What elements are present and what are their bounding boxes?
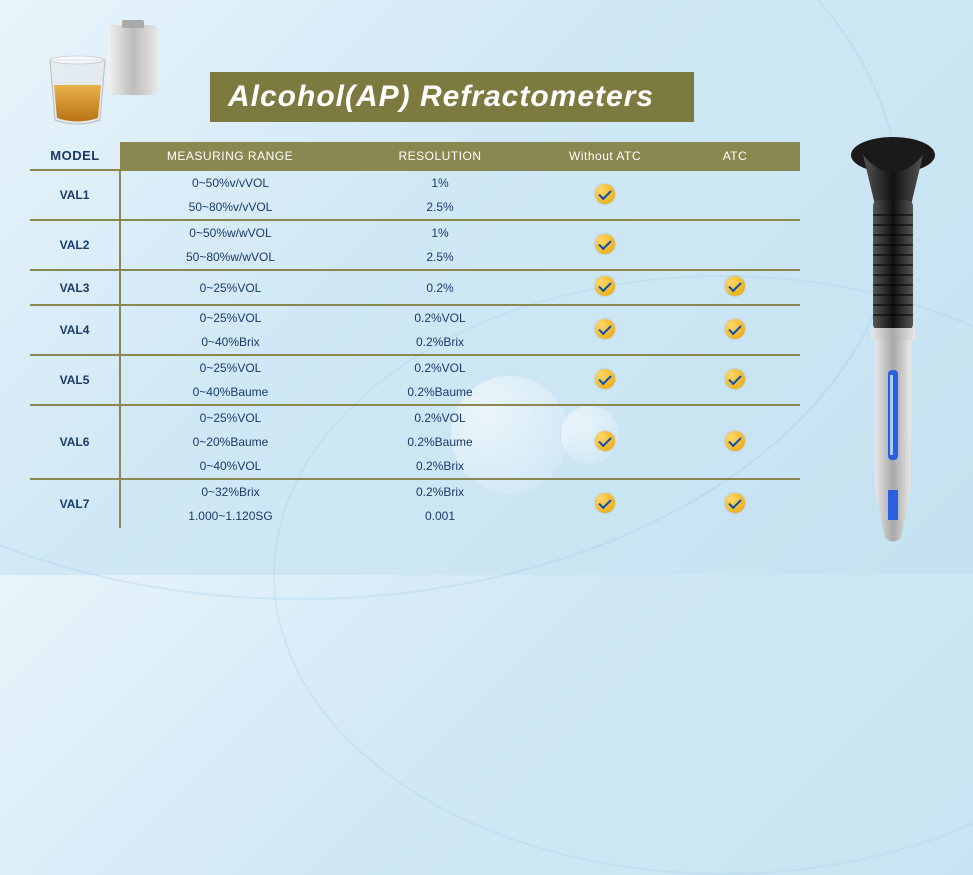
- model-cell: VAL3: [30, 270, 120, 305]
- range-cell: 0~40%Brix: [120, 330, 340, 355]
- resolution-cell: 2.5%: [340, 195, 540, 220]
- whiskey-glass-image: [30, 20, 170, 130]
- range-cell: 0~20%Baume: [120, 430, 340, 454]
- range-cell: 50~80%w/wVOL: [120, 245, 340, 270]
- without-atc-cell: [540, 170, 670, 220]
- model-cell: VAL5: [30, 355, 120, 405]
- resolution-cell: 0.2%Brix: [340, 330, 540, 355]
- check-icon: [595, 184, 615, 204]
- col-header-without-atc: Without ATC: [540, 142, 670, 170]
- check-icon: [595, 319, 615, 339]
- atc-cell: [670, 170, 800, 220]
- check-icon: [595, 234, 615, 254]
- resolution-cell: 0.2%Brix: [340, 454, 540, 479]
- range-cell: 0~25%VOL: [120, 405, 340, 430]
- refractometer-image: [833, 130, 953, 550]
- table-row: VAL10~50%v/vVOL1%: [30, 170, 800, 195]
- atc-cell: [670, 355, 800, 405]
- without-atc-cell: [540, 220, 670, 270]
- without-atc-cell: [540, 270, 670, 305]
- spec-table: MODEL MEASURING RANGE RESOLUTION Without…: [30, 142, 800, 528]
- model-cell: VAL2: [30, 220, 120, 270]
- atc-cell: [670, 305, 800, 355]
- table-row: VAL50~25%VOL0.2%VOL: [30, 355, 800, 380]
- check-icon: [725, 493, 745, 513]
- range-cell: 0~25%VOL: [120, 355, 340, 380]
- resolution-cell: 0.2%Brix: [340, 479, 540, 504]
- range-cell: 1.000~1.120SG: [120, 504, 340, 528]
- resolution-cell: 1%: [340, 220, 540, 245]
- table-row: VAL40~25%VOL0.2%VOL: [30, 305, 800, 330]
- resolution-cell: 0.001: [340, 504, 540, 528]
- check-icon: [725, 431, 745, 451]
- resolution-cell: 0.2%VOL: [340, 405, 540, 430]
- table-header-row: MODEL MEASURING RANGE RESOLUTION Without…: [30, 142, 800, 170]
- resolution-cell: 0.2%VOL: [340, 305, 540, 330]
- col-header-atc: ATC: [670, 142, 800, 170]
- range-cell: 0~25%VOL: [120, 270, 340, 305]
- check-icon: [595, 276, 615, 296]
- atc-cell: [670, 405, 800, 479]
- check-icon: [595, 369, 615, 389]
- range-cell: 0~40%VOL: [120, 454, 340, 479]
- table-row: VAL20~50%w/wVOL1%: [30, 220, 800, 245]
- model-cell: VAL7: [30, 479, 120, 528]
- col-header-range: MEASURING RANGE: [120, 142, 340, 170]
- range-cell: 0~32%Brix: [120, 479, 340, 504]
- without-atc-cell: [540, 479, 670, 528]
- table-row: VAL60~25%VOL0.2%VOL: [30, 405, 800, 430]
- range-cell: 0~25%VOL: [120, 305, 340, 330]
- range-cell: 0~50%v/vVOL: [120, 170, 340, 195]
- range-cell: 0~50%w/wVOL: [120, 220, 340, 245]
- atc-cell: [670, 220, 800, 270]
- page-title: Alcohol(AP) Refractometers: [210, 72, 694, 122]
- without-atc-cell: [540, 405, 670, 479]
- table-row: VAL70~32%Brix0.2%Brix: [30, 479, 800, 504]
- check-icon: [725, 319, 745, 339]
- check-icon: [595, 493, 615, 513]
- col-header-resolution: RESOLUTION: [340, 142, 540, 170]
- resolution-cell: 0.2%Baume: [340, 430, 540, 454]
- atc-cell: [670, 270, 800, 305]
- resolution-cell: 2.5%: [340, 245, 540, 270]
- resolution-cell: 0.2%Baume: [340, 380, 540, 405]
- model-cell: VAL6: [30, 405, 120, 479]
- model-cell: VAL4: [30, 305, 120, 355]
- table-row: VAL30~25%VOL0.2%: [30, 270, 800, 305]
- without-atc-cell: [540, 305, 670, 355]
- range-cell: 50~80%v/vVOL: [120, 195, 340, 220]
- resolution-cell: 0.2%VOL: [340, 355, 540, 380]
- check-icon: [725, 276, 745, 296]
- range-cell: 0~40%Baume: [120, 380, 340, 405]
- atc-cell: [670, 479, 800, 528]
- without-atc-cell: [540, 355, 670, 405]
- col-header-model: MODEL: [30, 142, 120, 170]
- check-icon: [725, 369, 745, 389]
- model-cell: VAL1: [30, 170, 120, 220]
- resolution-cell: 1%: [340, 170, 540, 195]
- resolution-cell: 0.2%: [340, 270, 540, 305]
- check-icon: [595, 431, 615, 451]
